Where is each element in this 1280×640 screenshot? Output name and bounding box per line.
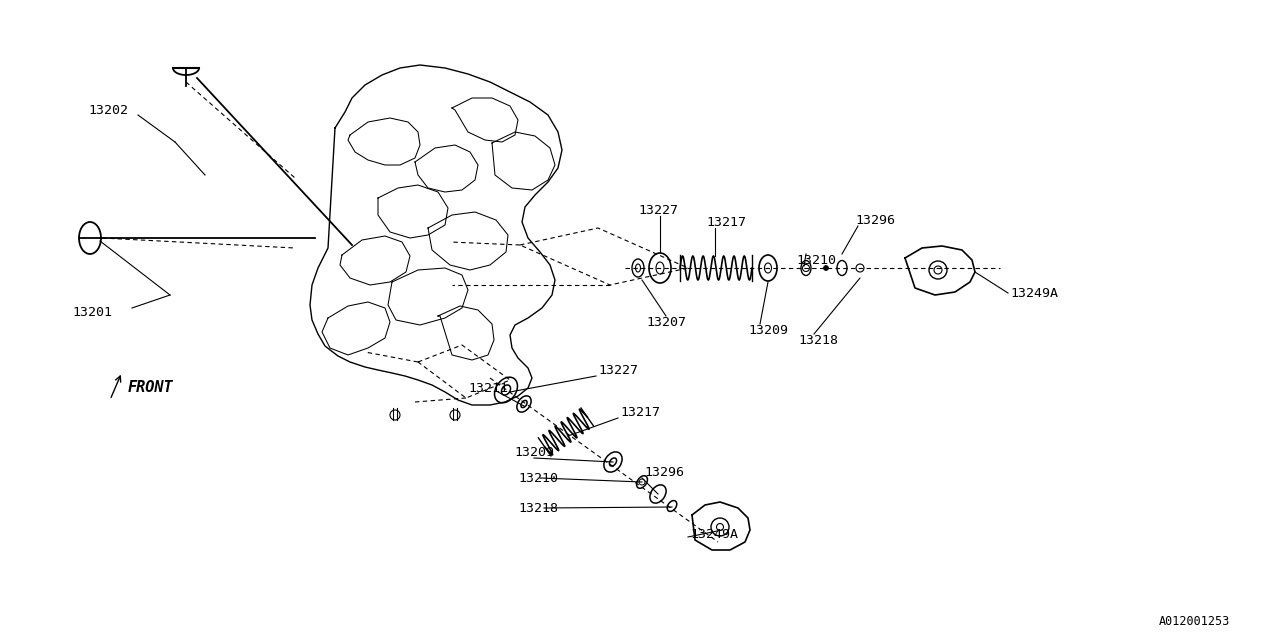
Text: 13227: 13227 (637, 204, 678, 216)
Text: 13227: 13227 (598, 364, 637, 376)
Text: 13209: 13209 (515, 447, 554, 460)
Text: 13218: 13218 (797, 333, 838, 346)
Text: 13202: 13202 (88, 104, 128, 116)
Text: 13296: 13296 (644, 465, 684, 479)
Text: 13211: 13211 (468, 381, 508, 394)
Circle shape (803, 264, 809, 271)
Text: 13218: 13218 (518, 502, 558, 515)
Text: 13296: 13296 (855, 214, 895, 227)
Text: FRONT: FRONT (128, 381, 174, 396)
Text: 13217: 13217 (707, 216, 746, 228)
Text: 13210: 13210 (796, 253, 836, 266)
Circle shape (639, 479, 645, 485)
Text: 13249A: 13249A (1010, 287, 1059, 300)
Text: 13210: 13210 (518, 472, 558, 484)
Text: 13207: 13207 (646, 316, 686, 328)
Text: 13249A: 13249A (690, 529, 739, 541)
Text: A012001253: A012001253 (1158, 615, 1230, 628)
Text: 13217: 13217 (620, 406, 660, 419)
Circle shape (823, 266, 828, 271)
Text: 13209: 13209 (748, 323, 788, 337)
Text: 13201: 13201 (72, 305, 113, 319)
